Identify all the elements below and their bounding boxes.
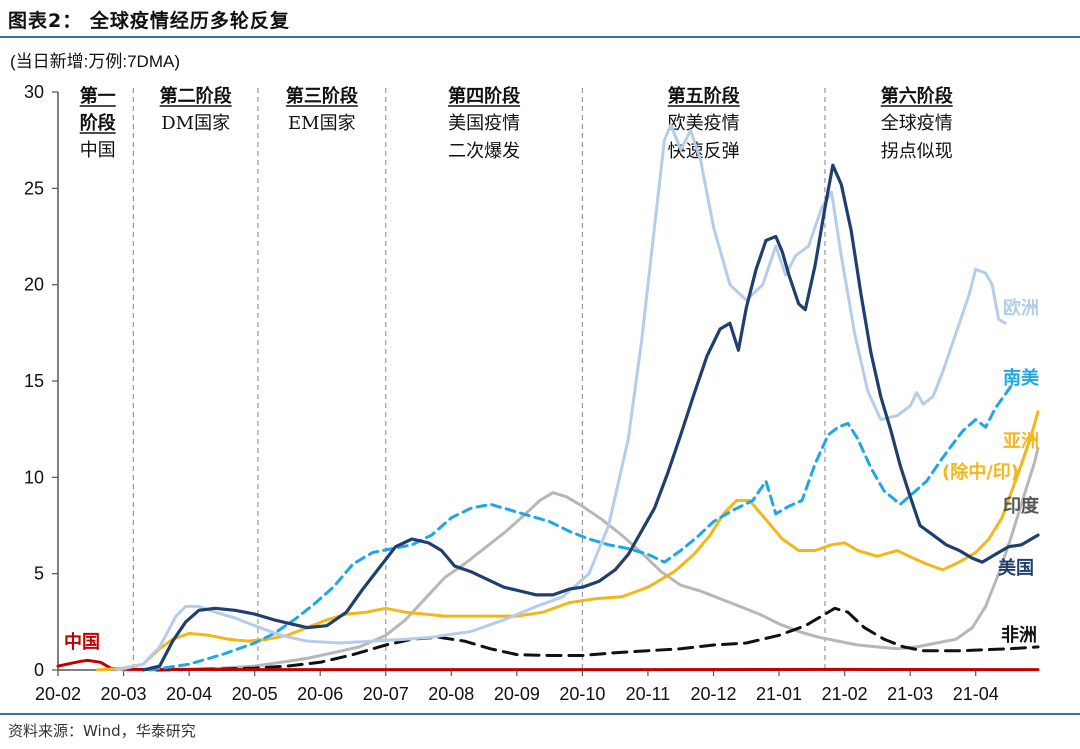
y-tick-label: 10: [24, 467, 44, 487]
y-tick-label: 0: [34, 660, 44, 680]
series-label-asia-2: (除中/印): [942, 461, 1019, 483]
series-label-usa: 美国: [998, 557, 1034, 579]
series-label-china: 中国: [64, 631, 100, 653]
phase-description: 欧美疫情: [668, 113, 740, 134]
footer-divider: [0, 713, 1080, 715]
x-tick-label: 20-12: [690, 684, 736, 704]
phase-description: EM国家: [288, 113, 356, 134]
series-line-africa: [154, 606, 1040, 672]
series-line-south-america: [148, 383, 1014, 672]
x-tick-label: 20-06: [297, 684, 343, 704]
title-divider: [0, 36, 1080, 38]
y-tick-label: 30: [24, 82, 44, 102]
x-tick-label: 20-11: [626, 684, 671, 704]
series-label-india: 印度: [1003, 495, 1040, 517]
phase-title: 第四阶段: [448, 85, 521, 107]
y-tick-label: 25: [24, 178, 44, 198]
figure-title: 图表2： 全球疫情经历多轮反复: [8, 10, 290, 32]
series-line-asia: [95, 410, 1040, 672]
x-tick-label: 20-03: [101, 684, 147, 704]
phase-title: 第二阶段: [160, 85, 233, 107]
axes: 0 5 10 15 20 25 30 20-02 20-03 20-04 20-05 20-06 20-…: [24, 82, 1038, 704]
phase-title: 第五阶段: [668, 85, 741, 107]
x-tick-label: 21-01: [756, 684, 802, 704]
series-line-china: [56, 658, 1040, 672]
series-line-usa: [141, 163, 1040, 672]
phase-title: 第六阶段: [881, 85, 954, 107]
series-line-india: [122, 446, 1040, 672]
series-lines: [56, 123, 1040, 672]
phase-title: 阶段: [80, 112, 117, 134]
series-label-europe: 欧洲: [1003, 297, 1039, 319]
phase-title: 第三阶段: [286, 85, 359, 107]
x-tick-label: 20-04: [166, 684, 212, 704]
phase-title: 第一: [80, 85, 116, 107]
series-label-asia-1: 亚洲: [1003, 431, 1039, 452]
x-tick-label: 20-08: [428, 684, 474, 704]
y-tick-label: 20: [24, 275, 44, 295]
unit-label: (当日新增:万例:7DMA): [10, 52, 180, 71]
series-line-europe: [115, 123, 1007, 672]
x-tick-label: 20-09: [494, 684, 540, 704]
x-tick-label: 20-05: [232, 684, 278, 704]
phase-description: 美国疫情: [448, 113, 520, 134]
x-tick-label: 21-03: [887, 684, 933, 704]
phase-description: DM国家: [161, 113, 230, 134]
series-label-south-america: 南美: [1003, 367, 1039, 389]
phase-description: 中国: [80, 140, 116, 161]
x-tick-label: 21-04: [953, 684, 999, 704]
x-tick-label: 20-02: [35, 684, 81, 704]
series-label-africa: 非洲: [1001, 624, 1037, 646]
phase-description: 二次爆发: [448, 141, 520, 162]
phase-description: 快速反弹: [668, 141, 740, 162]
y-tick-label: 15: [24, 371, 44, 391]
x-tick-label: 20-07: [363, 684, 409, 704]
x-tick-label: 20-10: [559, 684, 605, 704]
phase-description: 拐点似现: [881, 141, 953, 162]
y-tick-label: 5: [34, 564, 44, 584]
source-note: 资料来源：Wind，华泰研究: [8, 722, 196, 740]
phase-dividers: [132, 88, 826, 670]
x-tick-label: 21-02: [822, 684, 868, 704]
phase-description: 全球疫情: [881, 113, 953, 134]
